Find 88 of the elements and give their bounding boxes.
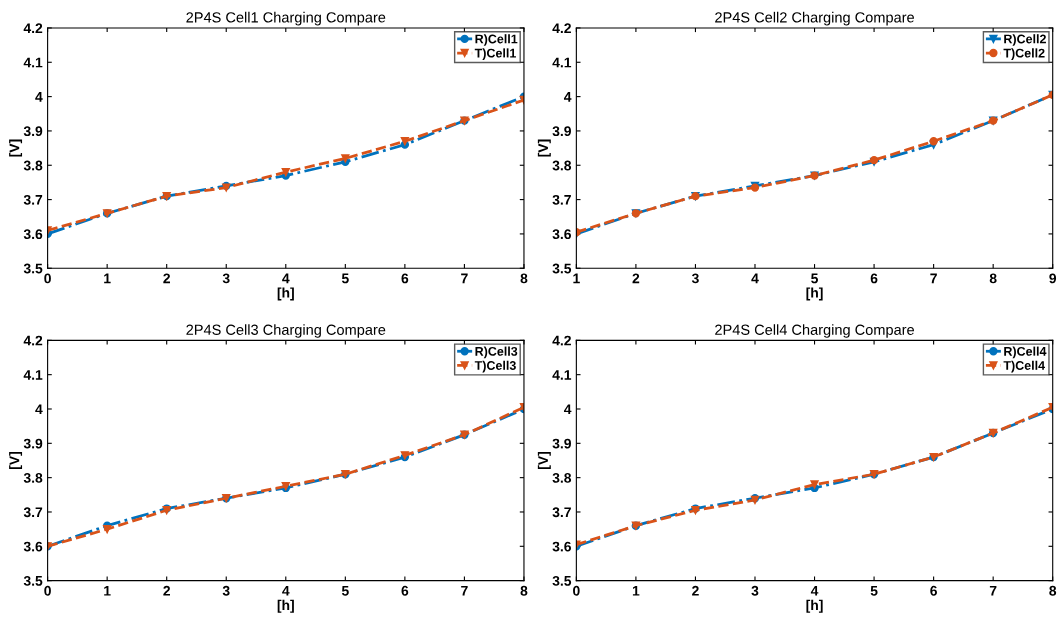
x-tick-label: 3 [691,273,699,284]
x-tick-label: 0 [44,273,51,284]
y-axis-title: [V] [9,452,23,469]
y-tick-label: 3.5 [552,263,572,274]
x-tick-label: 8 [1049,585,1057,596]
y-tick-label: 4.1 [23,370,43,380]
y-tick-label: 3.6 [23,229,43,240]
x-tick-label: 3 [222,273,230,284]
x-axis-title: [h] [277,287,294,301]
legend-label: T)Cell2 [1003,48,1045,60]
y-tick-label: 3.7 [23,194,43,205]
x-tick-label: 1 [104,586,111,596]
y-tick-label: 3.8 [552,160,572,171]
x-tick-label: 5 [811,273,819,284]
y-axis-title: [V] [537,452,551,469]
legend-label: R)Cell1 [475,34,518,46]
y-tick-label: 3.8 [23,472,43,483]
y-tick-label: 3.7 [552,507,571,518]
x-tick-label: 1 [573,273,580,284]
y-axis-title: [V] [537,139,551,157]
y-tick-label: 3.7 [552,194,571,205]
legend-label: T)Cell4 [1003,360,1045,373]
y-tick-label: 3.5 [23,575,43,586]
y-tick-label: 4.2 [23,23,43,33]
legend-label: R)Cell3 [475,346,518,359]
y-tick-label: 3.6 [23,541,43,552]
chart-title: 2P4S Cell3 Charging Compare [186,324,386,338]
y-tick-label: 4.1 [552,370,572,380]
x-axis-title: [h] [806,287,823,301]
y-tick-label: 3.9 [23,438,43,449]
y-tick-label: 3.5 [552,575,572,586]
y-tick-label: 4 [563,92,572,102]
x-tick-label: 2 [163,585,170,596]
legend-label: T)Cell3 [474,360,516,373]
x-tick-label: 1 [104,273,111,284]
x-tick-label: 3 [222,585,230,596]
y-tick-label: 3.8 [23,160,43,171]
x-tick-label: 2 [163,273,170,284]
y-tick-label: 3.6 [552,229,571,240]
x-tick-label: 3 [751,585,759,596]
x-tick-label: 7 [989,586,997,596]
y-tick-label: 3.6 [552,541,571,552]
x-tick-label: 2 [632,273,640,284]
y-tick-label: 4.2 [552,23,571,33]
y-axis-title: [V] [9,139,23,157]
y-tick-label: 3.5 [23,263,43,274]
chart-title: 2P4S Cell1 Charging Compare [186,11,386,26]
chart-title: 2P4S Cell4 Charging Compare [715,324,914,338]
x-axis-title: [h] [806,599,823,613]
x-tick-label: 4 [282,586,290,596]
x-tick-label: 7 [461,586,468,596]
x-tick-label: 4 [810,586,819,596]
x-axis-title: [h] [277,599,294,613]
x-tick-label: 8 [520,273,528,284]
chart-title: 2P4S Cell2 Charging Compare [715,11,914,26]
x-tick-label: 6 [930,585,937,596]
x-tick-label: 8 [989,273,997,284]
y-tick-label: 4 [35,92,43,102]
x-tick-label: 0 [44,585,51,596]
x-tick-label: 0 [573,585,580,596]
y-tick-label: 4 [563,404,572,415]
x-tick-label: 6 [401,273,409,284]
x-tick-label: 7 [930,273,937,284]
x-tick-label: 5 [341,586,349,596]
y-tick-label: 3.9 [552,438,571,449]
y-tick-label: 4.2 [552,335,571,346]
x-tick-label: 5 [870,586,878,596]
legend-label: T)Cell1 [474,48,516,60]
y-tick-label: 3.9 [552,126,571,137]
y-tick-label: 4.1 [552,57,572,68]
x-tick-label: 4 [282,273,290,284]
legend-label: R)Cell4 [1004,346,1047,359]
x-tick-label: 6 [870,273,878,284]
x-tick-label: 4 [751,273,759,284]
x-tick-label: 8 [520,585,528,596]
x-tick-label: 7 [461,273,468,284]
y-tick-label: 4 [35,404,43,415]
y-tick-label: 4.1 [23,57,43,68]
legend-label: R)Cell2 [1004,34,1046,46]
x-tick-label: 6 [401,585,409,596]
y-tick-label: 3.8 [552,472,572,483]
y-tick-label: 3.9 [23,126,43,137]
x-tick-label: 5 [341,273,349,284]
x-tick-label: 2 [692,585,699,596]
y-tick-label: 4.2 [23,335,43,346]
y-tick-label: 3.7 [23,507,43,518]
x-tick-label: 9 [1049,273,1057,284]
x-tick-label: 1 [632,586,640,596]
